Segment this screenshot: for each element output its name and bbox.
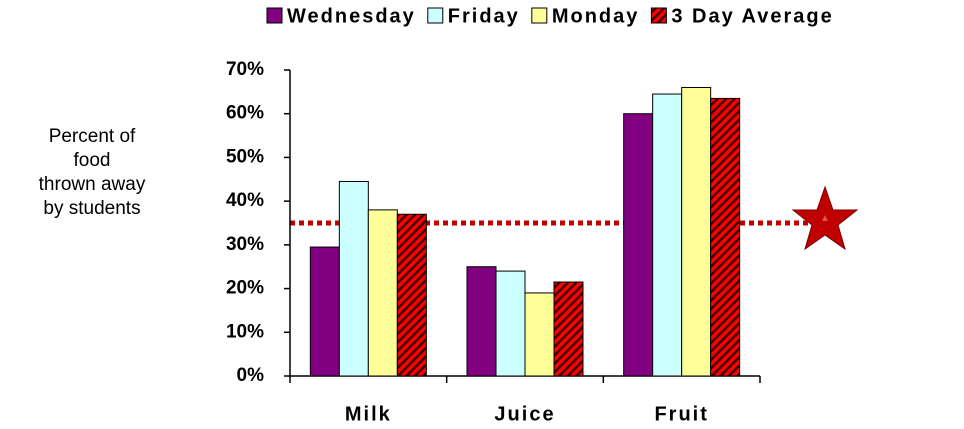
y-axis-label: thrown away	[39, 174, 146, 195]
legend-label: Wednesday	[287, 5, 416, 27]
y-axis-label: by students	[43, 198, 140, 219]
y-tick-label: 10%	[226, 321, 264, 342]
legend-swatch	[531, 7, 548, 24]
y-tick-label: 50%	[226, 146, 264, 167]
bar	[623, 113, 654, 377]
legend-label: Friday	[448, 5, 520, 27]
y-tick-label: 60%	[226, 103, 264, 124]
bar	[495, 270, 526, 377]
bar	[338, 180, 369, 377]
legend-swatch	[427, 7, 444, 24]
bar	[367, 209, 398, 377]
x-tick-label: Juice	[494, 403, 555, 425]
bar	[652, 93, 683, 377]
y-tick-label: 20%	[226, 278, 264, 299]
bar	[309, 246, 340, 377]
bar	[524, 292, 555, 377]
y-tick-label: 40%	[226, 190, 264, 211]
legend-label: Monday	[552, 5, 640, 27]
bar	[466, 266, 497, 377]
y-axis-label: food	[74, 150, 111, 171]
bar	[681, 86, 712, 377]
y-axis-label: Percent of	[49, 126, 136, 147]
legend-swatch	[266, 7, 283, 24]
legend-label: 3 Day Average	[671, 5, 833, 27]
bar	[710, 97, 741, 377]
bar	[553, 281, 584, 377]
star-highlight	[822, 215, 828, 221]
y-tick-label: 70%	[226, 59, 264, 80]
bar	[396, 213, 427, 377]
x-tick-label: Milk	[345, 403, 392, 425]
y-tick-label: 30%	[226, 234, 264, 255]
legend-swatch	[650, 7, 667, 24]
y-tick-label: 0%	[237, 365, 265, 386]
x-tick-label: Fruit	[654, 403, 708, 425]
